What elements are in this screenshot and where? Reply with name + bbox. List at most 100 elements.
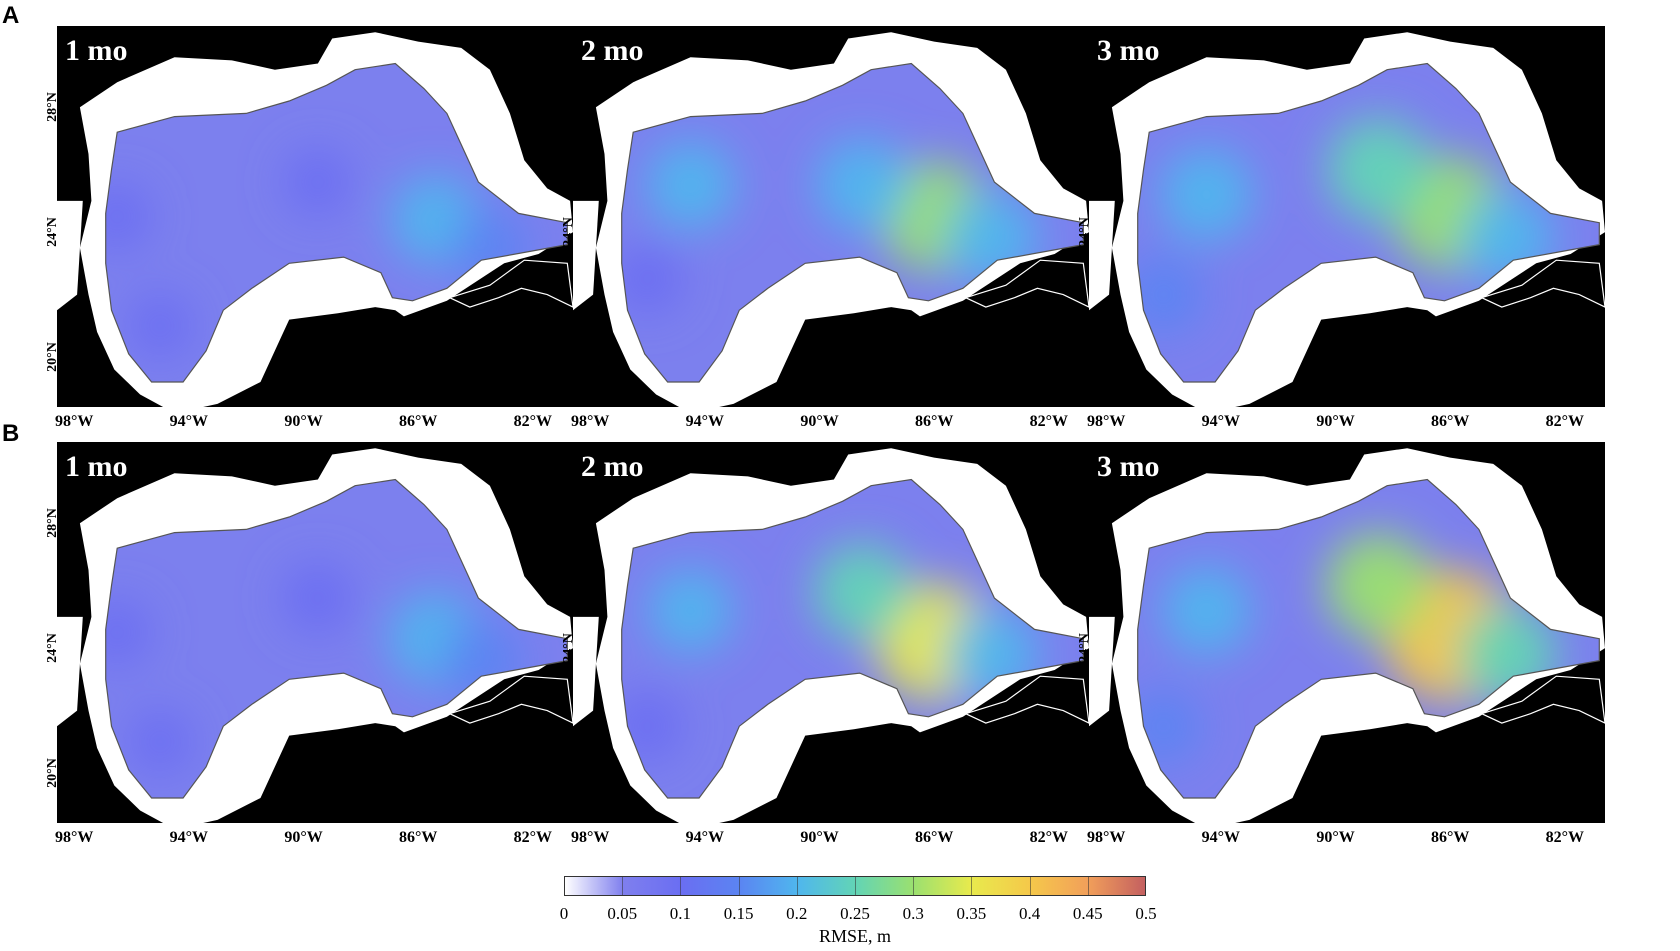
lon-tick-label: 90°W	[284, 829, 323, 846]
row-label-a: A	[2, 2, 20, 29]
lat-tick-label: 28°N	[45, 92, 60, 123]
period-label: 1 mo	[65, 450, 128, 483]
lat-tick-label: 28°N	[561, 508, 576, 539]
shelf-edge-patch	[573, 200, 599, 311]
experiment-label: PIES	[450, 353, 517, 386]
experiment-label: noPIES	[1450, 769, 1549, 802]
rmse-hotspot	[648, 568, 733, 653]
period-label: 1 mo	[65, 34, 128, 67]
colorbar-tick-mark	[622, 876, 624, 896]
colorbar-tick-label: 0.1	[669, 904, 692, 923]
lon-tick-label: 90°W	[1316, 413, 1355, 430]
map-panel: 3 mo noPIES 28°N 24°N 20°N 98°W 94°W 90°W 86°W 82…	[1077, 442, 1605, 846]
period-label: 3 mo	[1097, 34, 1160, 67]
colorbar-tick-label: 0	[559, 904, 569, 923]
colorbar-tick-label: 0.35	[956, 904, 987, 923]
lat-tick-label: 28°N	[45, 508, 60, 539]
map-panel: 1 mo PIES 28°N 24°N 20°N 98°W 94°W 90°W 86°W 82°W	[45, 26, 573, 430]
lon-tick-label: 86°W	[1430, 829, 1470, 846]
rmse-map	[57, 442, 573, 823]
colorbar-tick-mark	[738, 876, 740, 896]
shelf-edge-patch	[57, 200, 83, 311]
colorbar-tick-mark	[1087, 876, 1089, 896]
lon-tick-label: 94°W	[1201, 413, 1241, 430]
colorbar-tick-label: 0.2	[786, 904, 808, 923]
lon-tick-label: 98°W	[54, 413, 94, 430]
lon-tick-label: 82°W	[513, 413, 553, 430]
lat-tick-label: 24°N	[45, 633, 60, 663]
lon-tick-label: 90°W	[800, 829, 839, 846]
lon-tick-label: 94°W	[169, 413, 209, 430]
lat-tick-label: 20°N	[1077, 758, 1092, 788]
lat-tick-label: 20°N	[561, 342, 576, 372]
period-label: 2 mo	[581, 34, 644, 67]
lon-tick-label: 86°W	[398, 829, 438, 846]
colorbar-tick-mark	[971, 876, 973, 896]
lat-tick-label: 28°N	[1077, 92, 1092, 123]
lon-tick-label: 82°W	[1029, 829, 1069, 846]
lat-tick-label: 20°N	[561, 758, 576, 788]
rmse-hotspot	[128, 293, 193, 358]
isobath-line	[105, 478, 568, 799]
lat-tick-label: 20°N	[45, 342, 60, 372]
isobath-line	[621, 478, 1084, 799]
rmse-hotspot	[1162, 566, 1251, 655]
rmse-hotspot	[646, 141, 735, 230]
lon-tick-label: 82°W	[1029, 413, 1069, 430]
rmse-hotspot	[1326, 117, 1431, 222]
lon-tick-label: 86°W	[1430, 413, 1470, 430]
experiment-label: noPIES	[418, 769, 517, 802]
lon-tick-label: 82°W	[1545, 829, 1585, 846]
lon-tick-label: 98°W	[570, 413, 610, 430]
experiment-label: PIES	[1482, 353, 1549, 386]
lon-tick-label: 94°W	[1201, 829, 1241, 846]
lon-tick-label: 98°W	[54, 829, 94, 846]
lon-tick-label: 82°W	[1545, 413, 1585, 430]
rmse-hotspot	[105, 599, 151, 666]
shelf-edge-patch	[57, 616, 83, 727]
rmse-hotspot	[816, 139, 909, 232]
cuba-island	[1480, 675, 1605, 724]
lon-tick-label: 82°W	[513, 829, 553, 846]
rmse-hotspot	[621, 243, 683, 315]
lat-tick-label: 24°N	[1077, 217, 1092, 247]
cuba-island	[448, 259, 573, 308]
cuba-island	[1480, 259, 1605, 308]
lon-tick-label: 90°W	[284, 413, 323, 430]
rmse-hotspot	[284, 149, 351, 216]
shelf-edge-patch	[1089, 616, 1115, 727]
rmse-map	[573, 442, 1089, 823]
lat-tick-label: 24°N	[561, 633, 576, 663]
map-panel: 3 mo PIES 28°N 24°N 20°N 98°W 94°W 90°W 86°W 82°W	[1077, 26, 1605, 430]
rmse-map	[1089, 26, 1605, 407]
lon-tick-label: 90°W	[800, 413, 839, 430]
colorbar-tick-label: 0.05	[607, 904, 638, 923]
rmse-hotspot	[1325, 532, 1432, 639]
rmse-hotspot	[128, 709, 193, 774]
lon-tick-label: 94°W	[169, 829, 209, 846]
lon-tick-label: 86°W	[398, 413, 438, 430]
colorbar-tick-label: 0.25	[840, 904, 870, 923]
rmse-map	[57, 26, 573, 407]
isobath-line	[105, 62, 568, 383]
colorbar-title: RMSE, m	[818, 926, 892, 946]
colorbar-tick-mark	[913, 876, 915, 896]
shelf-edge-patch	[1089, 200, 1115, 311]
map-panel: 2 mo PIES 28°N 24°N 20°N 98°W 94°W 90°W 86°W 82°W	[561, 26, 1089, 430]
colorbar-tick-mark	[680, 876, 682, 896]
rmse-hotspot	[282, 562, 354, 634]
colorbar-tick-label: 0.45	[1072, 904, 1103, 923]
experiment-label: PIES	[966, 353, 1033, 386]
colorbar-tick-label: 0.5	[1135, 904, 1157, 923]
cuba-island	[964, 259, 1089, 308]
lon-tick-label: 86°W	[914, 413, 954, 430]
map-panel: 2 mo noPIES 28°N 24°N 20°N 98°W 94°W 90°W 86°W 82…	[561, 442, 1089, 846]
lon-tick-label: 98°W	[570, 829, 610, 846]
colorbar-tick-label: 0.15	[723, 904, 754, 923]
lon-tick-label: 98°W	[1086, 829, 1126, 846]
rmse-map	[573, 26, 1089, 407]
lat-tick-label: 28°N	[1077, 508, 1092, 539]
lat-tick-label: 20°N	[45, 758, 60, 788]
lon-tick-label: 94°W	[685, 413, 725, 430]
lon-tick-label: 98°W	[1086, 413, 1126, 430]
